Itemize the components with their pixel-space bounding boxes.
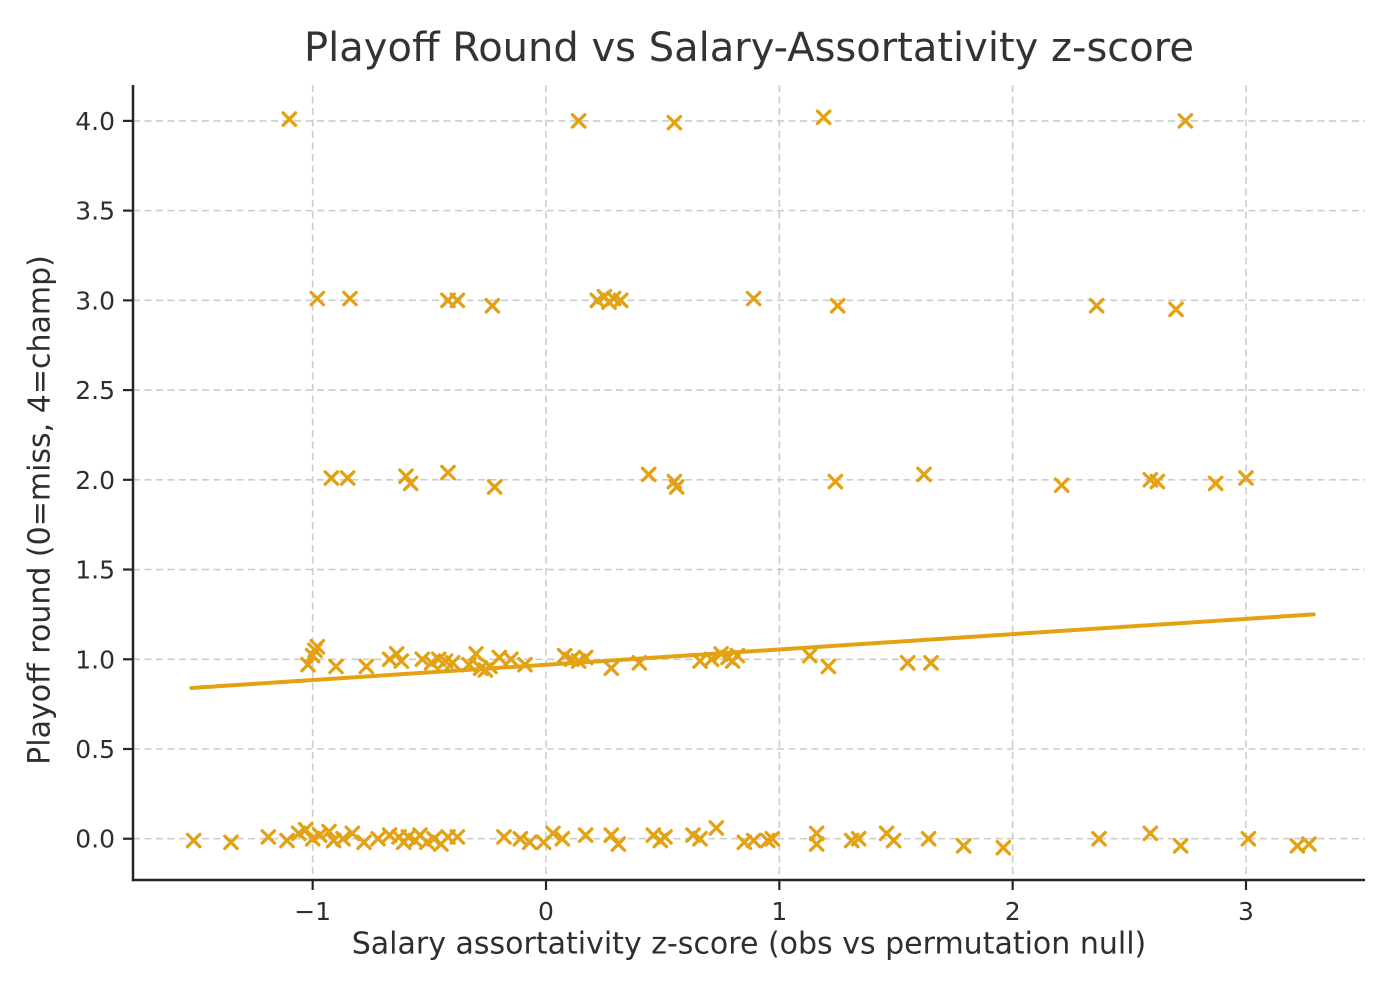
data-point-marker bbox=[388, 646, 405, 662]
data-point-marker bbox=[1172, 838, 1189, 854]
data-point-marker bbox=[339, 470, 356, 486]
x-axis-label: Salary assortativity z-score (obs vs per… bbox=[351, 926, 1147, 962]
x-tick-label: 2 bbox=[1005, 897, 1021, 926]
y-tick-label: 0.5 bbox=[75, 735, 115, 764]
data-point-marker bbox=[640, 466, 657, 483]
data-point-marker bbox=[1240, 830, 1257, 847]
x-tick-label: −1 bbox=[294, 897, 331, 926]
data-point-marker bbox=[764, 830, 781, 847]
data-point-marker bbox=[995, 839, 1012, 856]
data-point-marker bbox=[1053, 477, 1070, 494]
data-point-marker bbox=[260, 829, 277, 845]
data-point-marker bbox=[358, 658, 375, 675]
data-point-marker bbox=[1238, 470, 1254, 486]
data-point-marker bbox=[692, 830, 708, 847]
data-point-marker bbox=[745, 832, 762, 849]
data-point-marker bbox=[808, 825, 825, 842]
data-point-marker bbox=[486, 479, 503, 495]
data-point-marker bbox=[666, 114, 683, 131]
data-point-marker bbox=[850, 830, 867, 847]
data-point-marker bbox=[223, 834, 239, 851]
data-point-marker bbox=[554, 830, 571, 847]
x-tick-label: 0 bbox=[538, 897, 554, 926]
data-point-marker bbox=[503, 651, 519, 668]
data-point-marker bbox=[402, 475, 419, 492]
y-tick-label: 0.0 bbox=[75, 825, 115, 854]
x-tick-label: 3 bbox=[1238, 897, 1254, 926]
data-point-marker bbox=[801, 647, 818, 664]
data-point-marker bbox=[321, 823, 337, 840]
data-point-marker bbox=[468, 646, 484, 662]
data-point-marker bbox=[311, 827, 328, 843]
data-point-marker bbox=[1149, 473, 1166, 490]
data-point-marker bbox=[745, 290, 762, 307]
data-point-marker bbox=[393, 653, 410, 669]
data-point-marker bbox=[1168, 301, 1184, 318]
data-point-marker bbox=[342, 290, 358, 307]
data-point-marker bbox=[484, 297, 501, 314]
data-point-marker bbox=[521, 834, 538, 851]
data-point-marker bbox=[1207, 475, 1224, 492]
y-tick-label: 1.0 bbox=[75, 645, 115, 674]
trend-line bbox=[189, 612, 1316, 690]
data-point-marker bbox=[570, 113, 587, 129]
y-tick-label: 2.0 bbox=[75, 466, 115, 495]
data-point-marker bbox=[323, 470, 340, 486]
data-point-marker bbox=[920, 830, 937, 847]
data-point-marker bbox=[1088, 297, 1105, 314]
data-point-marker bbox=[449, 829, 466, 845]
data-point-marker bbox=[335, 830, 351, 847]
data-point-marker bbox=[916, 466, 932, 483]
data-point-marker bbox=[923, 655, 939, 671]
data-point-marker bbox=[610, 836, 627, 852]
data-point-marker bbox=[414, 651, 431, 668]
data-point-marker bbox=[885, 832, 902, 849]
data-point-marker bbox=[808, 836, 825, 852]
data-point-marker bbox=[955, 838, 972, 854]
data-point-marker bbox=[496, 829, 512, 845]
chart-title: Playoff Round vs Salary-Assortativity z-… bbox=[304, 25, 1194, 71]
data-point-marker bbox=[612, 292, 629, 309]
data-point-marker bbox=[899, 655, 916, 671]
data-point-marker bbox=[815, 109, 832, 126]
data-point-marker bbox=[300, 656, 316, 673]
data-point-marker bbox=[444, 655, 461, 671]
x-tick-label: 1 bbox=[771, 897, 787, 926]
data-point-marker bbox=[1301, 836, 1317, 852]
data-point-marker bbox=[668, 479, 685, 495]
data-point-marker bbox=[1091, 830, 1107, 847]
data-point-marker bbox=[449, 292, 466, 309]
data-point-marker bbox=[328, 658, 344, 675]
data-point-marker bbox=[512, 830, 529, 847]
y-tick-label: 2.5 bbox=[75, 376, 115, 405]
data-point-marker bbox=[820, 658, 837, 675]
data-point-marker bbox=[440, 464, 456, 481]
data-point-marker bbox=[344, 825, 361, 842]
data-point-marker bbox=[281, 111, 298, 127]
data-point-marker bbox=[545, 825, 561, 842]
y-tick-label: 3.5 bbox=[75, 197, 115, 226]
y-tick-label: 3.0 bbox=[75, 286, 115, 315]
data-point-marker bbox=[309, 638, 326, 655]
data-point-marker bbox=[657, 829, 673, 845]
data-point-marker bbox=[577, 827, 594, 843]
data-point-marker bbox=[1142, 825, 1159, 842]
data-point-marker bbox=[356, 834, 372, 851]
y-tick-label: 4.0 bbox=[75, 107, 115, 136]
data-point-marker bbox=[708, 820, 725, 836]
data-point-marker bbox=[827, 473, 844, 490]
data-point-marker bbox=[603, 660, 620, 677]
data-point-marker bbox=[309, 290, 326, 307]
data-point-marker bbox=[829, 297, 846, 314]
data-point-marker bbox=[398, 468, 414, 485]
y-tick-label: 1.5 bbox=[75, 556, 115, 585]
data-point-marker bbox=[370, 830, 386, 847]
data-point-marker bbox=[185, 832, 202, 849]
data-point-marker bbox=[279, 832, 295, 849]
data-point-marker bbox=[1177, 113, 1194, 129]
